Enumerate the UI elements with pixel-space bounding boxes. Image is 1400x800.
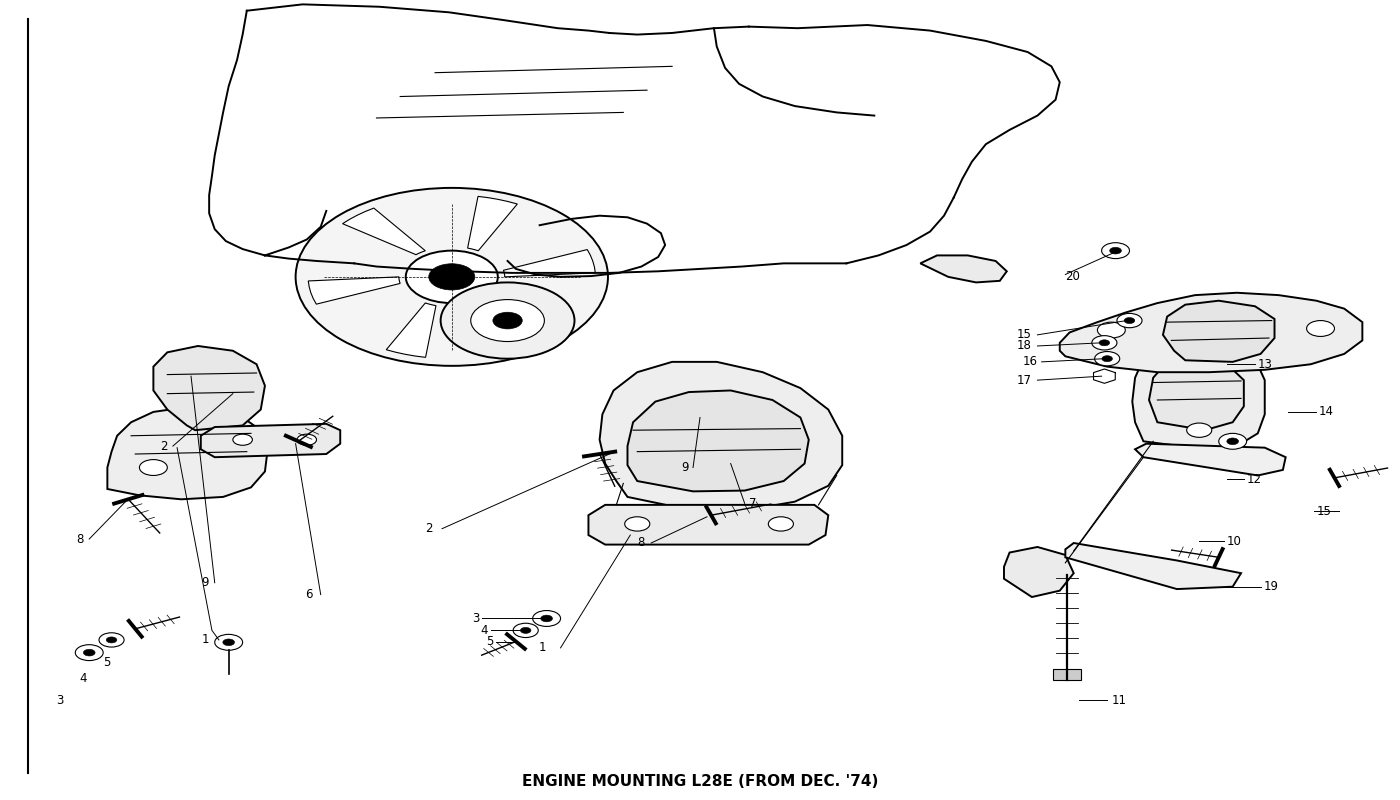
Text: 9: 9 bbox=[682, 461, 689, 474]
Text: 4: 4 bbox=[80, 671, 87, 685]
Polygon shape bbox=[200, 424, 340, 457]
Circle shape bbox=[295, 188, 608, 366]
Circle shape bbox=[1226, 438, 1239, 445]
Polygon shape bbox=[1060, 293, 1362, 372]
Circle shape bbox=[106, 637, 116, 643]
Polygon shape bbox=[1133, 341, 1264, 450]
Polygon shape bbox=[468, 196, 518, 250]
Circle shape bbox=[76, 645, 104, 661]
Circle shape bbox=[1099, 340, 1110, 346]
Text: 3: 3 bbox=[472, 612, 480, 625]
Text: 6: 6 bbox=[305, 588, 312, 601]
Circle shape bbox=[140, 459, 168, 475]
Text: 16: 16 bbox=[1022, 355, 1037, 368]
Text: 2: 2 bbox=[160, 439, 168, 453]
Text: 9: 9 bbox=[202, 576, 209, 590]
Circle shape bbox=[1219, 434, 1246, 450]
Text: 1: 1 bbox=[539, 642, 546, 654]
Polygon shape bbox=[504, 250, 595, 277]
Polygon shape bbox=[599, 362, 843, 510]
Circle shape bbox=[1117, 314, 1142, 328]
Circle shape bbox=[223, 639, 235, 646]
Circle shape bbox=[232, 434, 252, 446]
Circle shape bbox=[214, 634, 242, 650]
Circle shape bbox=[532, 610, 560, 626]
Polygon shape bbox=[386, 303, 435, 358]
Text: 7: 7 bbox=[749, 497, 756, 510]
Text: 10: 10 bbox=[1226, 535, 1242, 548]
Circle shape bbox=[84, 650, 95, 656]
Text: 20: 20 bbox=[1065, 270, 1081, 283]
Text: 18: 18 bbox=[1016, 339, 1032, 353]
Text: 5: 5 bbox=[486, 635, 494, 648]
Text: 2: 2 bbox=[424, 522, 433, 535]
Circle shape bbox=[1098, 322, 1126, 338]
Polygon shape bbox=[108, 408, 267, 499]
Text: 3: 3 bbox=[56, 694, 63, 707]
Polygon shape bbox=[343, 208, 426, 254]
Polygon shape bbox=[308, 277, 400, 304]
Text: 17: 17 bbox=[1016, 374, 1032, 386]
Circle shape bbox=[769, 517, 794, 531]
Text: 14: 14 bbox=[1319, 406, 1334, 418]
Circle shape bbox=[1102, 356, 1113, 362]
Polygon shape bbox=[588, 505, 829, 545]
Circle shape bbox=[297, 434, 316, 446]
Circle shape bbox=[624, 517, 650, 531]
Text: 4: 4 bbox=[480, 624, 489, 637]
Text: 15: 15 bbox=[1016, 328, 1032, 342]
Text: 8: 8 bbox=[637, 537, 644, 550]
Text: 12: 12 bbox=[1246, 473, 1261, 486]
Circle shape bbox=[1099, 373, 1110, 379]
Polygon shape bbox=[1065, 543, 1240, 589]
Text: 11: 11 bbox=[1112, 694, 1127, 707]
Text: 15: 15 bbox=[1316, 505, 1331, 518]
Circle shape bbox=[217, 435, 239, 448]
Circle shape bbox=[470, 299, 545, 342]
Polygon shape bbox=[1093, 369, 1116, 383]
Circle shape bbox=[1092, 336, 1117, 350]
Circle shape bbox=[1110, 247, 1121, 254]
Text: 13: 13 bbox=[1257, 358, 1273, 370]
Text: ENGINE MOUNTING L28E (FROM DEC. '74): ENGINE MOUNTING L28E (FROM DEC. '74) bbox=[522, 774, 878, 789]
Text: 5: 5 bbox=[104, 656, 111, 669]
Circle shape bbox=[1306, 321, 1334, 337]
Text: 1: 1 bbox=[202, 634, 209, 646]
Polygon shape bbox=[1004, 547, 1074, 597]
Polygon shape bbox=[1135, 444, 1285, 475]
Circle shape bbox=[1187, 423, 1212, 438]
Circle shape bbox=[1095, 351, 1120, 366]
Circle shape bbox=[1102, 242, 1130, 258]
Polygon shape bbox=[1053, 669, 1081, 680]
Circle shape bbox=[493, 312, 522, 329]
Polygon shape bbox=[154, 346, 265, 430]
Polygon shape bbox=[479, 299, 561, 346]
Polygon shape bbox=[627, 390, 809, 491]
Circle shape bbox=[540, 615, 553, 622]
Polygon shape bbox=[1149, 358, 1243, 430]
Text: 8: 8 bbox=[76, 533, 84, 546]
Circle shape bbox=[1124, 318, 1135, 323]
Text: 19: 19 bbox=[1263, 580, 1278, 593]
Circle shape bbox=[428, 264, 475, 290]
Circle shape bbox=[441, 282, 574, 358]
Circle shape bbox=[521, 627, 531, 634]
Circle shape bbox=[99, 633, 125, 647]
Circle shape bbox=[406, 250, 498, 303]
Polygon shape bbox=[920, 255, 1007, 282]
Circle shape bbox=[514, 623, 538, 638]
Polygon shape bbox=[1163, 301, 1274, 362]
